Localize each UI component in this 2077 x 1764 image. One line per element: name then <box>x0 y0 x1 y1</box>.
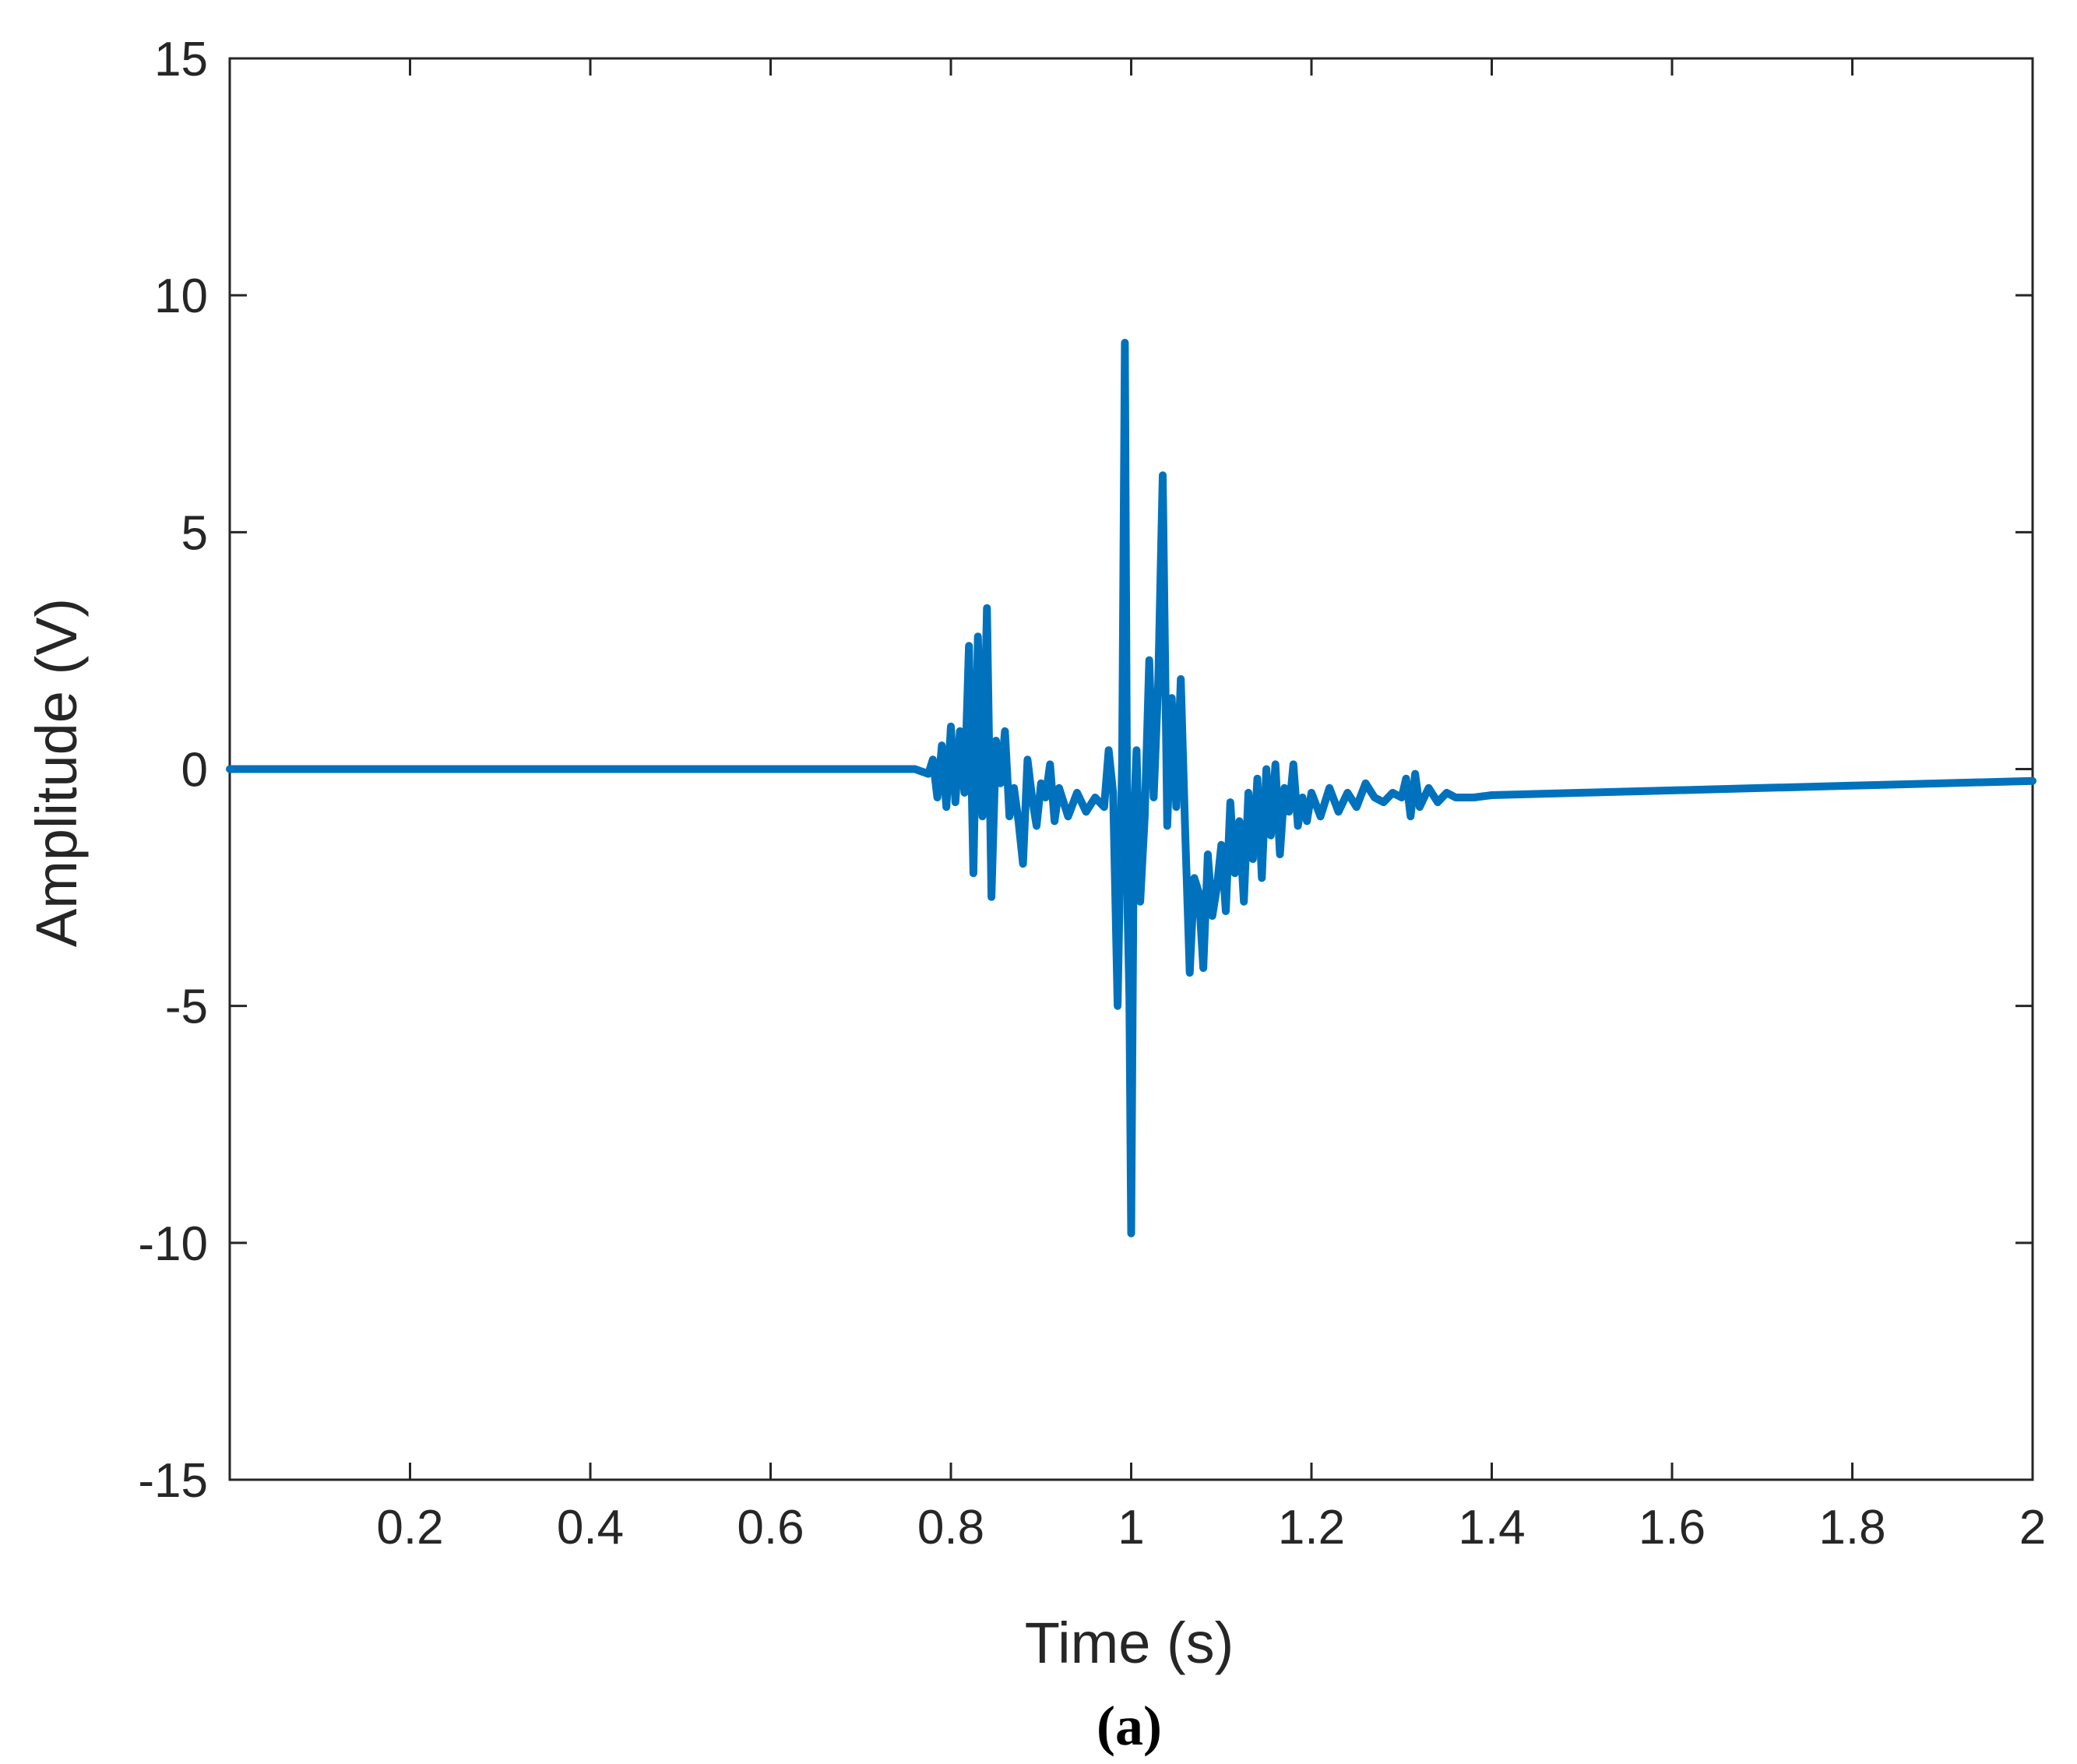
x-tick-label: 0.4 <box>557 1501 624 1555</box>
x-tick-label: 1.8 <box>1818 1501 1885 1555</box>
axis-ticks <box>230 57 2034 1481</box>
series-line <box>226 339 2037 1238</box>
y-tick-label: 15 <box>154 33 208 86</box>
x-tick-label: 1 <box>1118 1501 1144 1555</box>
y-tick-label: 0 <box>181 744 208 797</box>
x-tick-label: 0.6 <box>737 1501 804 1555</box>
x-tick-label: 0.2 <box>376 1501 443 1555</box>
x-tick-labels: 0.2 0.4 0.6 0.8 1 1.2 1.4 1.6 1.8 2 <box>376 1501 2046 1555</box>
x-tick-label: 1.4 <box>1458 1501 1525 1555</box>
y-axis-label: Amplitude (V) <box>24 598 89 947</box>
y-tick-label: 5 <box>181 506 208 560</box>
x-tick-label: 2 <box>2019 1501 2046 1555</box>
series-layer <box>226 339 2037 1238</box>
x-axis-label: Time (s) <box>1025 1611 1234 1675</box>
figure-caption: (a) <box>1097 1695 1162 1757</box>
x-tick-label: 1.2 <box>1278 1501 1345 1555</box>
y-tick-label: -15 <box>138 1454 208 1508</box>
y-tick-label: -5 <box>165 981 208 1034</box>
x-tick-label: 0.8 <box>917 1501 984 1555</box>
y-tick-label: 10 <box>154 269 208 323</box>
y-tick-label: -10 <box>138 1217 208 1271</box>
x-tick-label: 1.6 <box>1639 1501 1706 1555</box>
y-tick-labels: 15 10 5 0 -5 -10 -15 <box>138 33 208 1508</box>
